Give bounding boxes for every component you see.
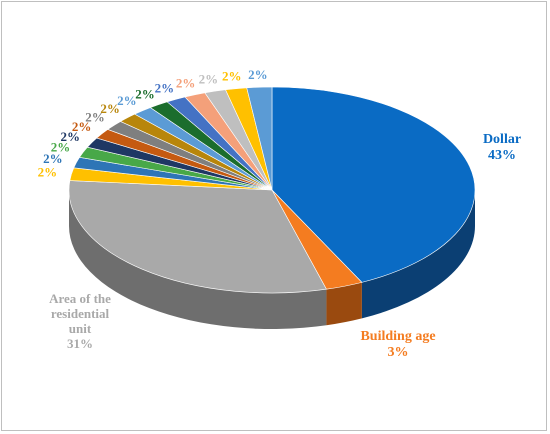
pie-slices <box>68 86 476 294</box>
label-slice-4: 2% <box>43 151 63 166</box>
label-slice-16: 2% <box>248 67 268 82</box>
label-slice-6: 2% <box>60 129 80 144</box>
label-slice-15: 2% <box>222 68 242 83</box>
label-slice-13: 2% <box>176 75 196 90</box>
label-slice-5: 2% <box>51 140 71 155</box>
label-slice-10: 2% <box>117 93 137 108</box>
pie-side-0 <box>361 190 475 319</box>
label-slice-11: 2% <box>135 86 155 101</box>
label-building-age: Building age 3% <box>360 329 435 360</box>
pie-slice-2 <box>68 180 327 294</box>
pie-labels: Dollar 43% Building age 3% Area of the reside… <box>38 67 521 360</box>
pie-side-1 <box>326 282 362 326</box>
label-slice-7: 2% <box>72 119 92 134</box>
pie-slice-0 <box>271 86 476 283</box>
label-area: Area of the residential unit 31% <box>49 291 111 351</box>
label-slice-12: 2% <box>155 80 175 95</box>
pie-slice-16 <box>246 86 273 191</box>
label-slice-3: 2% <box>38 164 58 179</box>
label-dollar: Dollar 43% <box>483 132 521 163</box>
pie-sides <box>69 190 475 330</box>
pie-side-2 <box>69 190 327 330</box>
label-slice-14: 2% <box>199 71 219 86</box>
label-slice-8: 2% <box>85 110 105 125</box>
label-slice-9: 2% <box>100 101 120 116</box>
